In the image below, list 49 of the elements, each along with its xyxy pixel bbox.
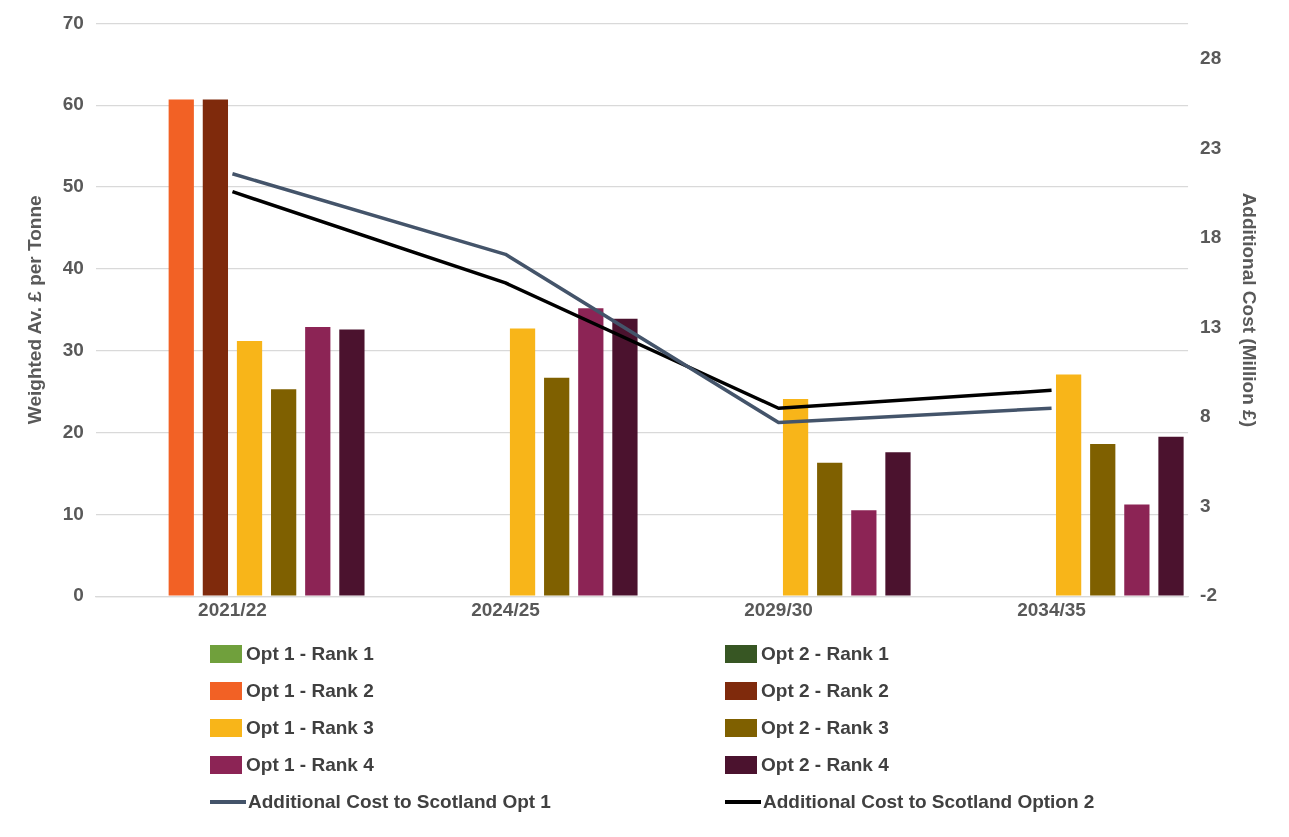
bar: [1090, 444, 1116, 596]
y2-axis-title: Additional Cost (Million £): [1239, 192, 1261, 427]
bar: [1158, 436, 1184, 596]
y2-tick-label: 3: [1200, 494, 1211, 516]
bar: [509, 328, 536, 596]
y2-tick-label: 8: [1200, 405, 1211, 427]
y2-tick-label: 18: [1200, 226, 1222, 248]
bar: [1055, 374, 1082, 596]
x-tick-label: 2021/22: [198, 598, 267, 620]
x-tick-label: 2034/35: [1017, 598, 1087, 620]
legend-label: Opt 1 - Rank 3: [246, 717, 374, 739]
y-tick-label: 50: [62, 175, 84, 197]
y-tick-label: 0: [73, 584, 84, 606]
y-tick-label: 60: [62, 93, 84, 115]
legend-label: Opt 2 - Rank 3: [761, 717, 889, 739]
y-tick-label: 20: [62, 420, 84, 442]
y-tick-label: 30: [62, 338, 84, 360]
legend-label: Opt 2 - Rank 1: [761, 643, 889, 665]
legend-label: Opt 1 - Rank 2: [246, 680, 374, 702]
y-tick-label: 10: [62, 502, 84, 524]
y-tick-label: 40: [62, 257, 84, 279]
bar: [168, 99, 194, 596]
bar: [885, 452, 911, 596]
bar: [578, 308, 604, 596]
bar: [271, 389, 297, 596]
bar: [305, 326, 331, 596]
bar: [817, 462, 843, 596]
bar: [612, 318, 638, 596]
y2-tick-label: 28: [1200, 47, 1222, 69]
bar: [236, 340, 263, 596]
legend-label: Opt 2 - Rank 2: [761, 680, 889, 702]
bar: [202, 99, 229, 596]
bar: [782, 398, 809, 596]
y2-tick-label: -2: [1200, 584, 1217, 606]
bar: [339, 329, 365, 596]
legend-label: Opt 1 - Rank 1: [246, 643, 374, 665]
bar: [544, 377, 570, 596]
x-tick-label: 2024/25: [471, 598, 541, 620]
legend-label: Opt 2 - Rank 4: [761, 754, 889, 776]
legend-label: Opt 1 - Rank 4: [246, 754, 374, 776]
bar: [1124, 504, 1150, 596]
y2-tick-label: 13: [1200, 315, 1222, 337]
y-axis-title: Weighted Av. £ per Tonne: [23, 195, 45, 425]
x-tick-label: 2029/30: [744, 598, 813, 620]
y2-tick-label: 23: [1200, 136, 1222, 158]
y-tick-label: 70: [62, 11, 84, 33]
legend-label: Additional Cost to Scotland Opt 1: [248, 791, 551, 813]
legend-label: Additional Cost to Scotland Option 2: [763, 791, 1095, 813]
bar: [851, 510, 877, 596]
